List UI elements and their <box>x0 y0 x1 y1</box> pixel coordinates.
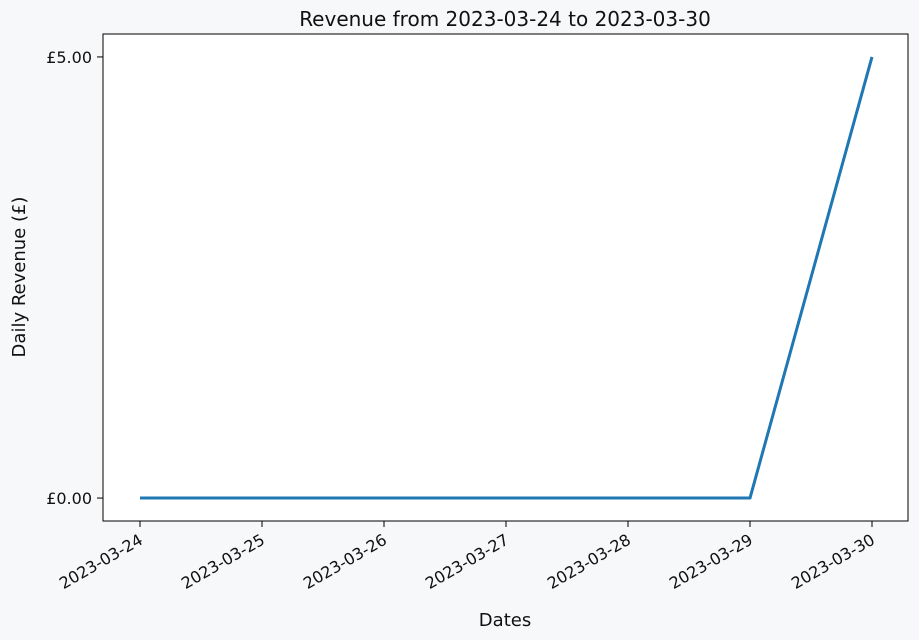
x-tick-label: 2023-03-25 <box>178 530 268 593</box>
x-tick-label: 2023-03-26 <box>300 530 390 593</box>
x-tick-label: 2023-03-28 <box>544 530 634 593</box>
y-tick-label: £5.00 <box>46 48 92 67</box>
x-tick-label: 2023-03-24 <box>56 530 146 593</box>
y-tick-label: £0.00 <box>46 489 92 508</box>
chart-title: Revenue from 2023-03-24 to 2023-03-30 <box>299 7 711 31</box>
plot-area <box>102 33 909 522</box>
series-layer <box>139 56 874 500</box>
y-axis-label: Daily Revenue (£) <box>9 197 30 358</box>
x-axis-label: Dates <box>479 610 531 631</box>
x-tick-label: 2023-03-27 <box>422 530 512 593</box>
x-tick-label: 2023-03-29 <box>666 530 756 593</box>
x-tick-label: 2023-03-30 <box>788 530 878 593</box>
